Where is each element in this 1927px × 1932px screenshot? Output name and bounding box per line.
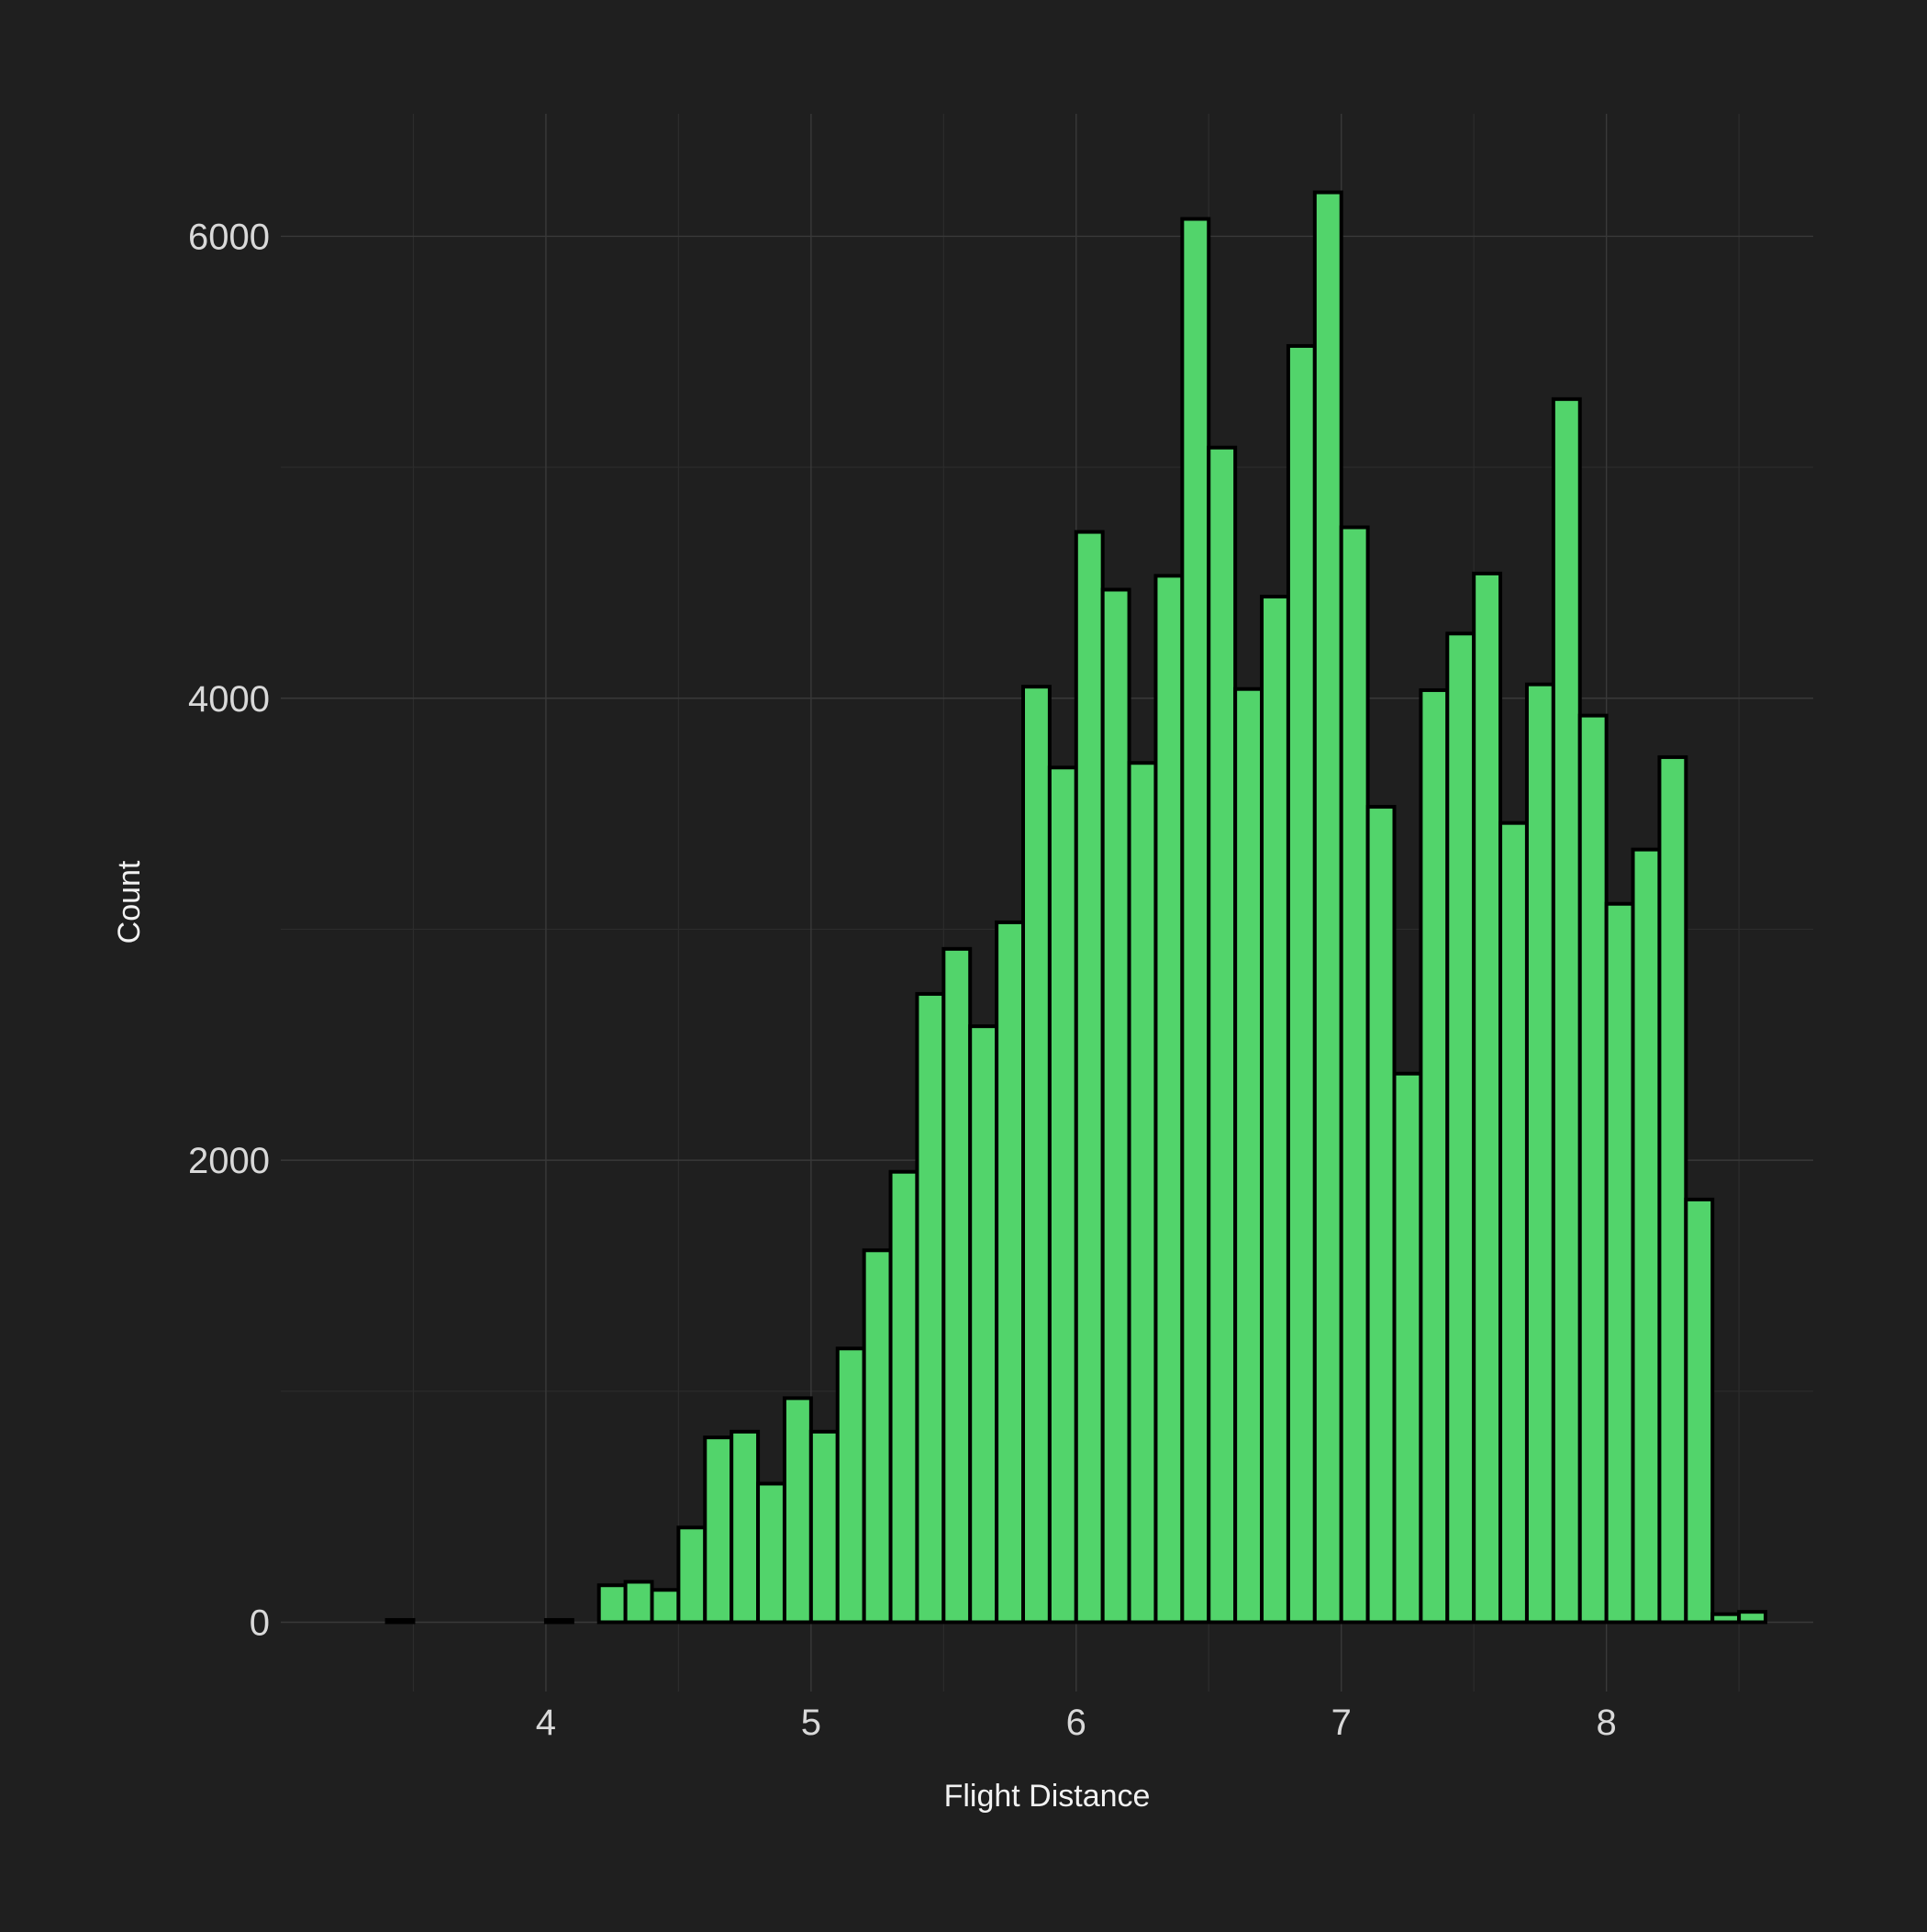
histogram-bar [596,1583,628,1625]
histogram-bar [1472,571,1503,1625]
histogram-bar [1180,217,1211,1625]
histogram-bar [676,1525,707,1625]
histogram-bar [1233,687,1264,1625]
x-tick-label: 6 [1066,1703,1086,1743]
y-axis-ticks: 0 2000 4000 6000 [188,217,270,1643]
histogram-bar [1737,1610,1767,1625]
histogram-bar [862,1248,893,1625]
y-tick-label: 6000 [188,217,270,257]
histogram-bar [756,1481,786,1625]
histogram-bar [808,1429,840,1625]
histogram-bar [623,1580,654,1625]
histogram-bar [1286,343,1317,1625]
histogram-bar [1207,445,1238,1625]
histogram-bar [650,1588,681,1625]
x-axis-ticks: 4 5 6 7 8 [536,1703,1617,1743]
y-axis-title: Count [112,860,147,944]
histogram-bar [1524,682,1555,1625]
x-axis-title: Flight Distance [944,1779,1151,1814]
histogram-bar [1498,821,1529,1625]
histogram-bar [1047,765,1078,1625]
y-tick-label: 4000 [188,679,270,720]
histogram-bar [782,1396,813,1625]
histogram-bar [1551,396,1582,1625]
histogram-bar [1604,901,1635,1625]
histogram-bar [995,920,1025,1625]
histogram-bar [730,1429,761,1625]
histogram-bar [1260,595,1290,1625]
x-tick-label: 4 [536,1703,556,1743]
histogram-bar [1684,1197,1715,1625]
histogram-bar [1657,754,1688,1625]
x-tick-label: 7 [1331,1703,1352,1743]
histogram-bar [941,946,973,1625]
histogram-bar [1100,587,1131,1625]
histogram-bar [915,991,946,1625]
histogram-bar [1365,805,1397,1625]
x-tick-label: 5 [801,1703,821,1743]
histogram-bar [543,1617,574,1625]
histogram-bar [835,1346,866,1625]
histogram-bar [1631,847,1662,1625]
histogram-bar [1445,631,1476,1625]
histogram-bar [1577,713,1609,1625]
histogram-bar [1710,1612,1742,1625]
histogram-bar [968,1024,999,1625]
histogram-bar [1153,574,1185,1625]
histogram-bar [1020,685,1052,1625]
histogram-bar [1074,530,1105,1625]
y-tick-label: 2000 [188,1141,270,1181]
x-tick-label: 8 [1597,1703,1617,1743]
histogram-bar [1127,761,1158,1625]
histogram-bar [1339,525,1370,1625]
histogram-bar [1392,1071,1423,1625]
histogram-bar [384,1617,416,1625]
y-tick-label: 0 [250,1603,270,1643]
histogram-bar [703,1435,734,1625]
bars [384,190,1767,1625]
histogram-bar [888,1169,919,1625]
histogram-bar [1312,190,1343,1625]
histogram-bar [1419,687,1450,1625]
